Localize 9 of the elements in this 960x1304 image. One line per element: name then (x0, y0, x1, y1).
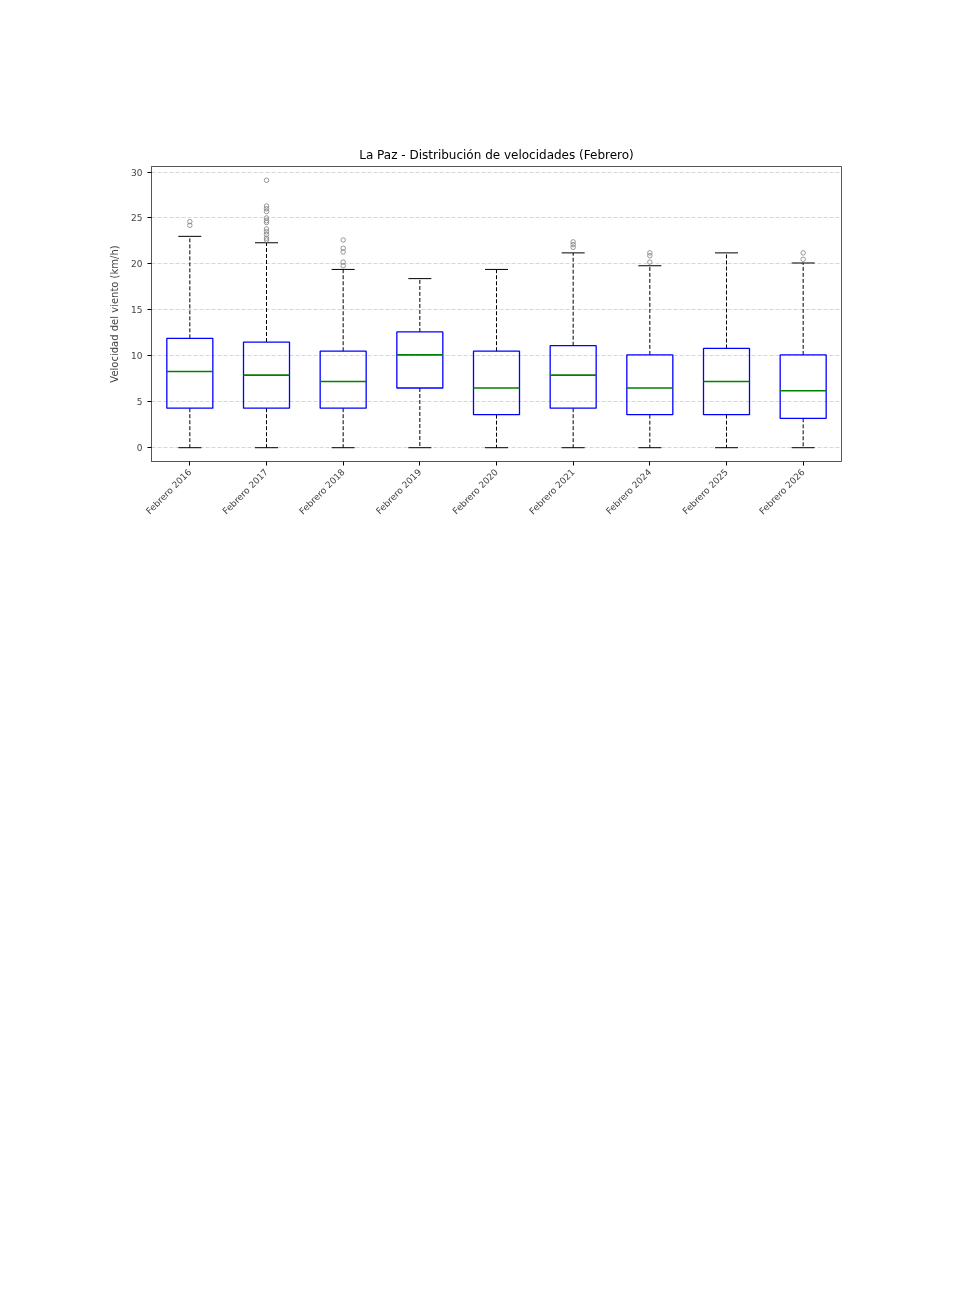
y-tick-label: 20 (131, 259, 143, 270)
y-tick-label: 30 (131, 167, 143, 178)
y-tick-label: 10 (131, 351, 143, 362)
y-axis-title: Velocidad del viento (km/h) (109, 245, 121, 383)
y-tick-label: 25 (131, 213, 143, 224)
y-tick-label: 15 (131, 305, 143, 316)
y-tick-label: 0 (136, 443, 143, 454)
chart-title: La Paz - Distribución de velocidades (Febrero) (359, 147, 634, 162)
y-tick-label: 5 (136, 397, 143, 408)
